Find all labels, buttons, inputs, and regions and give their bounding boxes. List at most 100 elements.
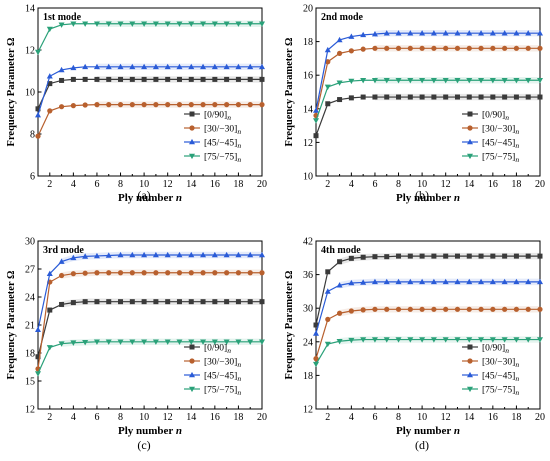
x-tick-label: 12 <box>441 412 451 423</box>
data-point <box>141 102 147 108</box>
data-point <box>384 45 390 51</box>
data-point <box>419 253 425 259</box>
data-point <box>395 278 402 285</box>
y-axis-label: Frequency Parameter Ω <box>284 271 295 380</box>
data-point <box>47 307 53 313</box>
legend-marker <box>189 111 195 117</box>
plot-frame <box>37 7 263 177</box>
data-point <box>466 45 472 51</box>
y-tick-label: 6 <box>30 172 35 183</box>
data-point <box>372 306 378 312</box>
data-point <box>348 308 354 314</box>
data-point <box>59 301 65 307</box>
data-point <box>430 30 437 36</box>
data-point <box>454 253 460 259</box>
data-point <box>372 254 378 260</box>
data-point <box>200 63 207 70</box>
data-point <box>336 36 343 43</box>
data-point <box>35 133 41 139</box>
x-tick-label: 18 <box>511 412 521 423</box>
data-point <box>360 337 367 343</box>
data-point <box>324 341 331 348</box>
data-point <box>259 270 265 276</box>
y-tick-label: 10 <box>25 88 35 99</box>
series-line <box>37 341 262 374</box>
x-tick-label: 4 <box>349 412 354 423</box>
data-point <box>58 66 65 73</box>
data-point <box>395 77 402 84</box>
panel-caption: (a) <box>137 188 150 202</box>
data-point <box>259 63 265 70</box>
data-point <box>224 76 230 82</box>
data-point <box>454 278 461 285</box>
legend-label: [45/−45]n <box>204 139 241 151</box>
data-point <box>325 101 331 107</box>
data-point <box>384 254 390 260</box>
data-point <box>117 251 124 258</box>
legend-marker <box>189 358 195 364</box>
series-line <box>315 281 540 334</box>
data-point <box>46 270 53 276</box>
y-tick-label: 14 <box>25 4 35 15</box>
data-point <box>200 251 207 258</box>
data-point <box>58 341 65 347</box>
x-tick-label: 20 <box>257 412 267 423</box>
data-point <box>419 94 425 100</box>
legend-marker <box>467 125 473 131</box>
data-point <box>164 339 171 345</box>
chart-panel: 10 12 14 16 18 20 2 4 6 8 10 12 14 16 18 20 2nd mode [0/9… <box>284 4 545 205</box>
x-tick-label: 6 <box>94 412 99 423</box>
data-point <box>489 278 496 285</box>
data-point <box>513 77 520 84</box>
data-point <box>431 94 437 100</box>
series-line <box>37 23 262 53</box>
x-tick-label: 4 <box>349 179 354 190</box>
plot-frame <box>315 7 541 177</box>
data-point <box>513 253 519 259</box>
data-point <box>501 30 508 36</box>
legend-label: [0/90]n <box>204 344 231 356</box>
x-tick-label: 14 <box>186 179 196 190</box>
data-point <box>176 21 183 27</box>
data-point <box>442 337 449 343</box>
data-point <box>537 45 543 51</box>
y-tick-label: 36 <box>303 270 313 281</box>
legend-marker <box>467 371 473 378</box>
panel-label: 4th mode <box>321 245 361 256</box>
data-point <box>247 299 253 305</box>
data-point <box>211 63 218 70</box>
data-point <box>129 102 135 108</box>
data-point <box>525 278 532 285</box>
plateau-band <box>61 338 262 347</box>
data-point <box>313 118 319 124</box>
data-point <box>35 49 41 56</box>
y-tick-label: 18 <box>303 371 313 382</box>
y-tick-label: 42 <box>303 237 313 248</box>
data-point <box>94 76 100 82</box>
data-point <box>525 337 532 343</box>
data-point <box>489 77 496 84</box>
data-point <box>70 64 77 71</box>
data-point <box>200 270 206 276</box>
data-point <box>129 251 136 258</box>
data-point <box>223 251 230 258</box>
data-point <box>93 339 100 345</box>
data-point <box>47 81 53 87</box>
data-point <box>94 102 100 108</box>
data-point <box>419 45 425 51</box>
data-point <box>105 63 112 70</box>
legend-marker <box>467 138 473 145</box>
x-axis-label: Ply number n <box>396 192 460 204</box>
data-point <box>419 337 426 343</box>
data-point <box>336 310 343 316</box>
data-point <box>384 306 390 312</box>
x-tick-label: 2 <box>325 179 330 190</box>
data-point <box>337 259 343 265</box>
data-point <box>490 306 496 312</box>
data-point <box>105 252 112 258</box>
data-point <box>348 95 354 101</box>
data-point <box>325 316 331 322</box>
data-point <box>313 361 319 368</box>
